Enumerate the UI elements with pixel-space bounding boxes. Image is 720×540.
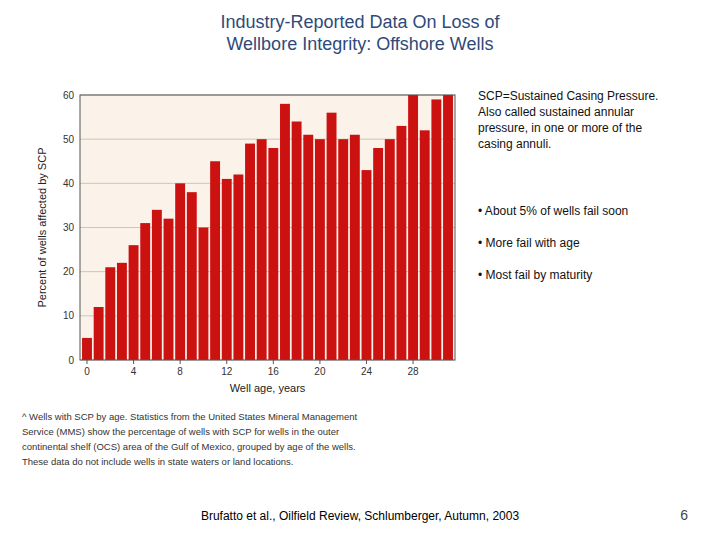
- footnote: Service (MMS) show the percentage of wel…: [22, 426, 339, 437]
- y-tick-label: 10: [63, 310, 75, 321]
- footnote: ^ Wells with SCP by age. Statistics from…: [22, 411, 358, 422]
- citation: Brufatto et al., Oilfield Review, Schlum…: [201, 509, 519, 523]
- bar: [117, 263, 127, 360]
- bar: [140, 223, 150, 360]
- bar: [94, 307, 104, 360]
- x-tick: [413, 360, 414, 364]
- title: Industry-Reported Data On Loss ofWellbor…: [220, 12, 500, 54]
- x-tick: [366, 360, 367, 364]
- y-tick-label: 20: [63, 266, 75, 277]
- x-tick-label: 0: [84, 366, 90, 377]
- x-tick: [273, 360, 274, 364]
- bar: [292, 122, 302, 361]
- x-tick-label: 16: [268, 366, 280, 377]
- x-tick-label: 28: [408, 366, 420, 377]
- page-number: 6: [680, 507, 688, 523]
- bar: [408, 95, 418, 360]
- footnote: continental shelf (OCS) area of the Gulf…: [22, 441, 356, 452]
- bar: [187, 192, 197, 360]
- bar: [431, 99, 441, 360]
- bar: [105, 267, 115, 360]
- bar: [164, 219, 174, 360]
- bar: [338, 139, 348, 360]
- x-tick: [133, 360, 134, 364]
- x-tick-label: 20: [314, 366, 326, 377]
- bar: [198, 228, 208, 361]
- bar: [222, 179, 232, 360]
- bar: [443, 95, 453, 360]
- bullet: • Most fail by maturity: [478, 268, 592, 282]
- bar: [233, 175, 243, 361]
- bar: [303, 135, 313, 360]
- description: SCP=Sustained Casing Pressure.Also calle…: [478, 89, 658, 151]
- bar: [327, 113, 337, 360]
- bar: [268, 148, 278, 360]
- bar: [350, 135, 360, 360]
- chart: Industry-Reported Data On Loss ofWellbor…: [0, 0, 720, 540]
- bar: [257, 139, 267, 360]
- bullet: • More fail with age: [478, 236, 580, 250]
- y-tick-label: 50: [63, 134, 75, 145]
- plot-background: [80, 95, 455, 360]
- x-tick: [226, 360, 227, 364]
- y-tick-label: 60: [63, 90, 75, 101]
- x-tick-label: 8: [177, 366, 183, 377]
- x-tick: [86, 360, 87, 364]
- grid: [80, 95, 455, 360]
- bullet: • About 5% of wells fail soon: [478, 204, 628, 218]
- bar: [152, 210, 162, 360]
- footnote: These data do not include wells in state…: [22, 456, 293, 467]
- bar: [280, 104, 290, 360]
- plot-frame: [80, 95, 455, 360]
- y-tick-label: 40: [63, 178, 75, 189]
- x-tick-label: 24: [361, 366, 373, 377]
- x-tick: [180, 360, 181, 364]
- bar: [373, 148, 383, 360]
- bar: [175, 183, 185, 360]
- bar: [315, 139, 325, 360]
- x-tick-label: 4: [131, 366, 137, 377]
- y-axis-label: Percent of wells affected by SCP: [36, 148, 48, 308]
- bar: [420, 130, 430, 360]
- y-tick-label: 30: [63, 222, 75, 233]
- x-axis-label: Well age, years: [230, 382, 306, 394]
- x-tick-label: 12: [221, 366, 233, 377]
- bar: [396, 126, 406, 360]
- bars: [82, 95, 453, 360]
- y-tick-label: 0: [68, 355, 74, 366]
- bar: [210, 161, 220, 360]
- x-tick: [319, 360, 320, 364]
- bar: [385, 139, 395, 360]
- bar: [245, 144, 255, 360]
- bar: [129, 245, 139, 360]
- bar: [82, 338, 92, 360]
- bar: [362, 170, 372, 360]
